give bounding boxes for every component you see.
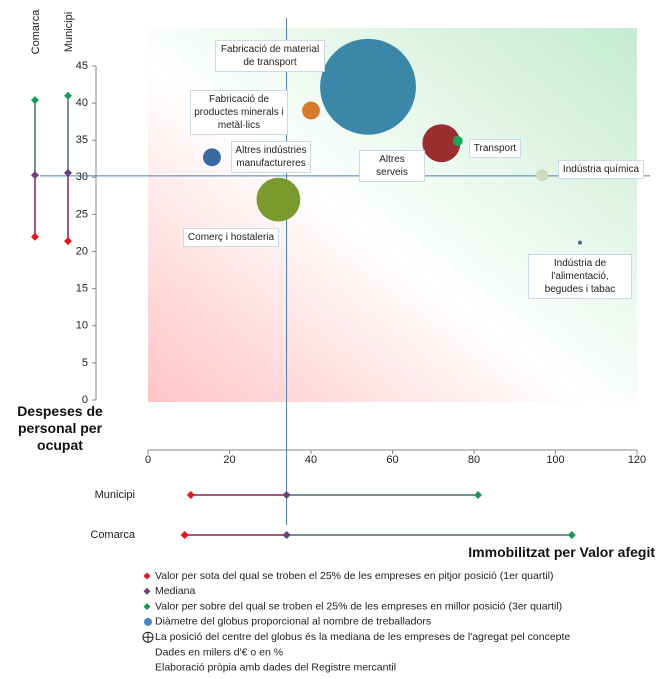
bubble-label: Indústria de l'alimentació, begudes i ta…: [528, 254, 632, 299]
y-tick-label: 0: [82, 394, 88, 406]
bubble-label: Altres indústries manufactureres: [231, 141, 311, 173]
x-tick-label: 100: [546, 454, 564, 466]
y-tick-label: 10: [76, 320, 88, 332]
legend-text: Elaboració pròpia amb dades del Registre…: [155, 662, 396, 674]
legend-text: Dades en milers d'€ o en %: [155, 646, 283, 658]
bubble-label: Indústria química: [558, 160, 644, 179]
quartile-marker: [180, 531, 189, 539]
bubble: [203, 148, 221, 167]
group-label: Comarca: [30, 9, 42, 55]
bubble-label: Transport: [469, 139, 521, 158]
y-tick-label: 45: [76, 60, 88, 72]
bubble-label: Fabricació de material de transport: [215, 40, 325, 72]
x-tick-label: 60: [386, 454, 398, 466]
bubble: [320, 38, 416, 135]
y-axis-title: Despeses de personal per ocupat: [17, 403, 103, 453]
quartile-marker: [31, 232, 39, 241]
y-tick-label: 40: [76, 97, 88, 109]
bubble: [422, 124, 461, 163]
legend-text: Valor per sobre del qual se troben el 25…: [155, 600, 562, 612]
legend-text: Valor per sota del qual se troben el 25%…: [155, 570, 553, 582]
bubble-label: Altres serveis: [359, 150, 425, 182]
quartile-marker: [282, 531, 291, 539]
quartile-marker: [31, 96, 39, 105]
y-tick-label: 30: [76, 171, 88, 183]
quartile-marker: [31, 171, 39, 180]
legend-marker: [143, 603, 151, 611]
legend-marker: [143, 632, 153, 643]
y-tick-label: 15: [76, 283, 88, 295]
group-label: Municipi: [95, 489, 135, 501]
y-tick-label: 20: [76, 245, 88, 257]
quartile-marker: [186, 491, 195, 499]
legend-marker: [144, 617, 152, 626]
quartile-marker: [567, 531, 576, 539]
x-axis-title: Immobilitzat per Valor afegit: [468, 544, 655, 560]
x-tick-label: 20: [223, 454, 235, 466]
group-label: Municipi: [63, 12, 75, 52]
bubble-label: Comerç i hostaleria: [183, 228, 279, 247]
y-tick-label: 25: [76, 208, 88, 220]
bubble: [302, 101, 320, 120]
x-tick-label: 40: [305, 454, 317, 466]
bubble: [256, 177, 301, 222]
legend-text: Diàmetre del globus proporcional al nomb…: [155, 616, 431, 628]
legend-text: Mediana: [155, 585, 195, 597]
legend-text: La posició del centre del globus és la m…: [155, 631, 570, 643]
quartile-marker: [64, 91, 72, 100]
bubble-label: Fabricació de productes minerals i metàl…: [190, 90, 288, 135]
quartile-marker: [64, 168, 72, 177]
x-tick-label: 80: [468, 454, 480, 466]
x-tick-label: 0: [145, 454, 151, 466]
y-tick-label: 35: [76, 134, 88, 146]
quartile-marker: [474, 491, 483, 499]
legend-marker: [143, 587, 151, 595]
quartile-marker: [282, 491, 291, 499]
bubble: [452, 135, 463, 146]
group-label: Comarca: [90, 529, 136, 541]
quartile-marker: [64, 237, 72, 246]
y-tick-label: 5: [82, 357, 88, 369]
x-tick-label: 120: [628, 454, 646, 466]
bubble: [536, 169, 549, 182]
bubble: [577, 240, 582, 245]
legend-marker: [143, 572, 151, 580]
